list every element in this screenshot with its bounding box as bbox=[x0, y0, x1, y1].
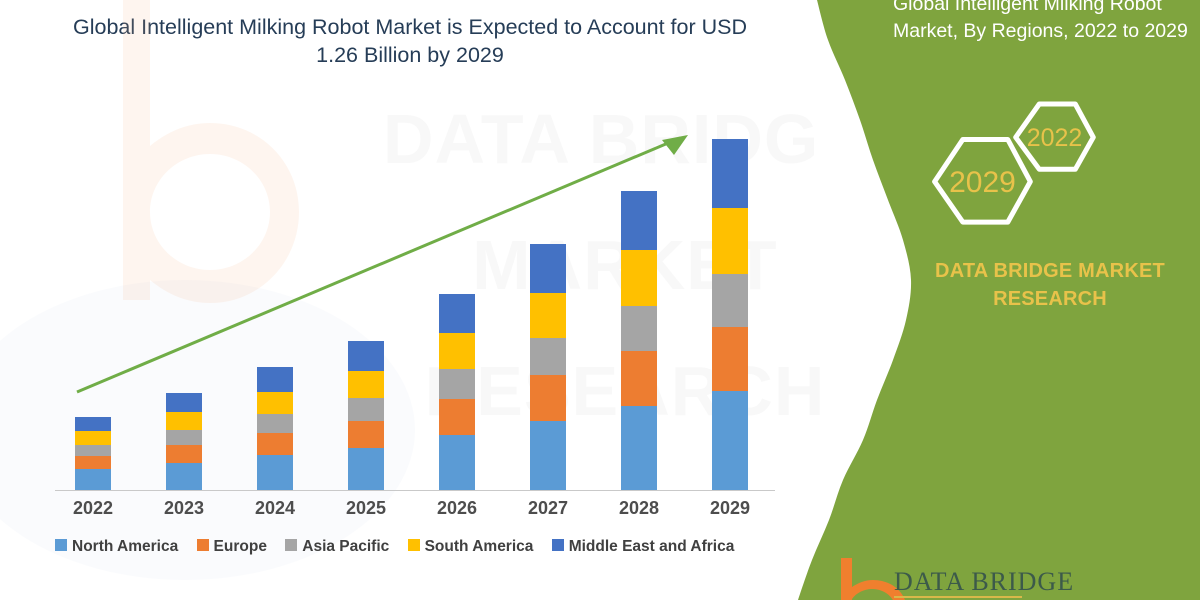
svg-text:DATA BRIDGE: DATA BRIDGE bbox=[894, 567, 1074, 596]
